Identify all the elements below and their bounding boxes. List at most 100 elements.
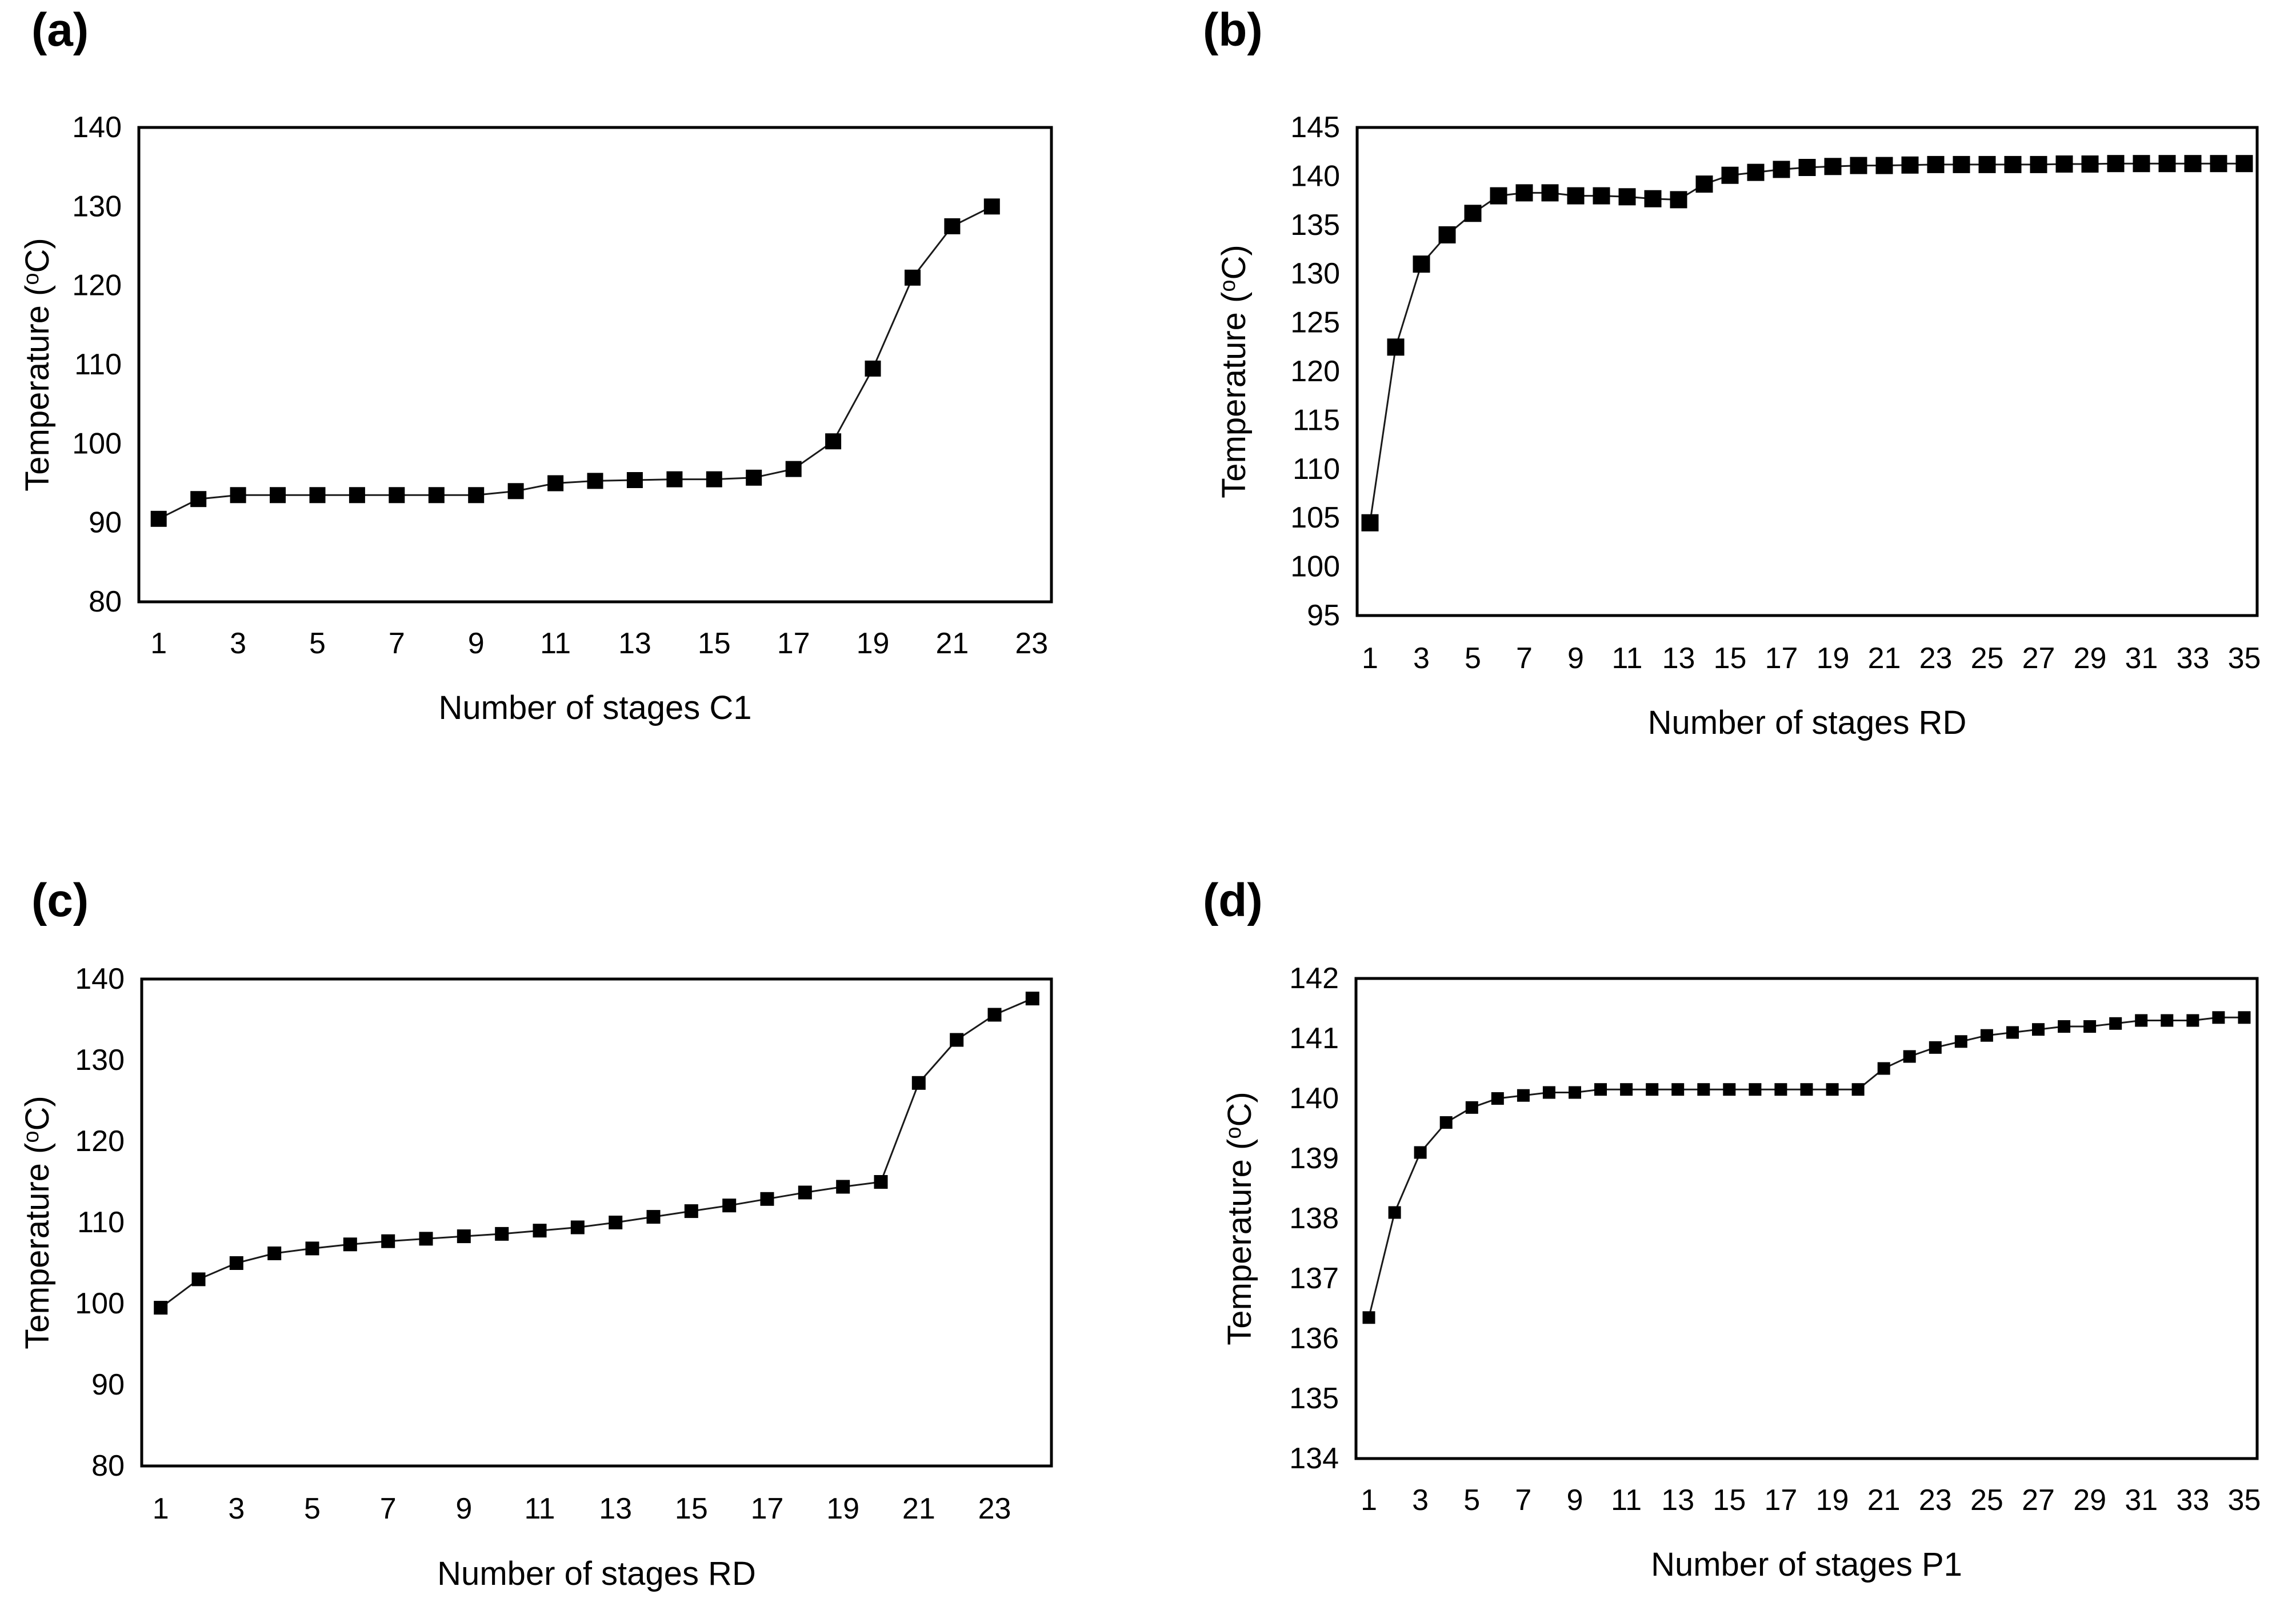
y-tick-label: 100 bbox=[75, 1287, 125, 1320]
data-point-marker bbox=[2133, 155, 2150, 173]
data-point-marker bbox=[1927, 155, 1945, 173]
y-tick-label: 135 bbox=[1290, 209, 1340, 242]
y-axis-title: Temperature (oC) bbox=[19, 1096, 56, 1349]
x-tick-label: 19 bbox=[1817, 642, 1850, 675]
x-tick-label: 9 bbox=[455, 1492, 472, 1525]
data-point-marker bbox=[457, 1229, 471, 1244]
data-point-marker bbox=[381, 1234, 395, 1248]
panel-label-d: (d) bbox=[1203, 874, 1263, 926]
data-point-marker bbox=[1697, 1083, 1710, 1096]
x-tick-label: 23 bbox=[1919, 1484, 1952, 1517]
data-point-marker bbox=[1361, 514, 1379, 532]
y-tick-label: 80 bbox=[89, 585, 122, 618]
x-tick-label: 3 bbox=[230, 627, 246, 660]
data-point-marker bbox=[1593, 187, 1610, 205]
data-point-marker bbox=[1747, 163, 1765, 181]
data-point-marker bbox=[154, 1301, 168, 1315]
y-tick-label: 135 bbox=[1289, 1382, 1339, 1415]
y-tick-label: 130 bbox=[75, 1044, 125, 1077]
x-tick-label: 1 bbox=[150, 627, 167, 660]
data-point-marker bbox=[270, 487, 286, 504]
panel-a: 80 90 100 110 120 130 140 1 3 5 7 9 11 13 15 17 19 21 23 Nu… bbox=[0, 0, 1148, 811]
data-point-marker bbox=[2212, 1011, 2225, 1024]
data-point-marker bbox=[587, 473, 603, 489]
data-point-marker bbox=[267, 1247, 282, 1260]
data-point-marker bbox=[1824, 158, 1842, 175]
data-point-marker bbox=[1903, 1050, 1916, 1063]
data-point-marker bbox=[1774, 1083, 1787, 1096]
data-point-marker bbox=[646, 1210, 661, 1224]
data-point-marker bbox=[1594, 1083, 1607, 1096]
x-tick-label: 7 bbox=[389, 627, 405, 660]
series-line bbox=[160, 997, 1033, 1309]
y-tick-label: 140 bbox=[75, 962, 125, 996]
x-tick-label: 19 bbox=[826, 1492, 859, 1525]
data-point-marker bbox=[1025, 992, 1039, 1006]
y-axis-title: Temperature (oC) bbox=[1221, 1092, 1258, 1345]
data-point-marker bbox=[1387, 338, 1405, 356]
data-point-marker bbox=[2184, 155, 2202, 173]
data-point-marker bbox=[507, 483, 524, 500]
data-point-marker bbox=[533, 1224, 547, 1238]
data-point-marker bbox=[1414, 1146, 1427, 1159]
data-point-marker bbox=[191, 1272, 206, 1287]
data-point-marker bbox=[2030, 155, 2047, 173]
data-point-marker bbox=[785, 461, 802, 477]
data-point-marker bbox=[722, 1198, 737, 1213]
x-tick-label: 3 bbox=[1413, 642, 1430, 675]
data-point-marker bbox=[1978, 155, 1996, 173]
data-point-marker bbox=[1980, 1029, 1993, 1042]
data-point-marker bbox=[1773, 161, 1790, 178]
x-tick-label: 3 bbox=[1412, 1484, 1429, 1517]
y-axis-title: Temperature (oC) bbox=[1215, 245, 1253, 498]
x-axis-title: Number of stages RD bbox=[1648, 704, 1967, 741]
data-point-marker bbox=[825, 433, 842, 450]
panel-b: 95 100 105 110 115 120 125 130 135 140 145 1 3 5 7 9 11 1… bbox=[1148, 0, 2296, 811]
x-axis-title: Number of stages RD bbox=[437, 1555, 756, 1592]
panel-label-a: (a) bbox=[31, 4, 89, 56]
data-point-marker bbox=[609, 1216, 623, 1229]
x-tick-label: 25 bbox=[1970, 1484, 2003, 1517]
data-point-marker bbox=[2210, 155, 2227, 173]
plot-frame bbox=[1354, 977, 2259, 1460]
y-tick-label: 136 bbox=[1289, 1322, 1339, 1355]
data-point-marker bbox=[1618, 188, 1636, 206]
y-axis-title: Temperature (oC) bbox=[19, 238, 56, 491]
x-tick-label: 31 bbox=[2125, 1484, 2158, 1517]
series-line bbox=[1369, 162, 2245, 523]
data-point-marker bbox=[1567, 187, 1585, 205]
x-tick-label: 11 bbox=[1612, 642, 1643, 675]
data-point-marker bbox=[1465, 1101, 1478, 1114]
data-point-marker bbox=[570, 1220, 585, 1235]
data-point-marker bbox=[987, 1008, 1002, 1022]
x-tick-label: 29 bbox=[2074, 642, 2107, 675]
data-point-marker bbox=[865, 360, 881, 377]
data-point-marker bbox=[2109, 1017, 2122, 1030]
data-point-marker bbox=[428, 487, 445, 504]
y-tick-label: 138 bbox=[1289, 1202, 1339, 1235]
data-point-marker bbox=[684, 1204, 698, 1219]
x-tick-label: 17 bbox=[751, 1492, 784, 1525]
data-point-marker bbox=[1798, 159, 1816, 176]
x-tick-label: 17 bbox=[1765, 642, 1798, 675]
y-tick-label: 140 bbox=[72, 111, 122, 144]
data-point-marker bbox=[1490, 187, 1507, 205]
data-point-marker bbox=[626, 472, 643, 488]
y-tick-label: 100 bbox=[1290, 550, 1340, 584]
plot-frame bbox=[1355, 126, 2259, 617]
data-point-marker bbox=[746, 469, 762, 486]
plot-frame bbox=[140, 977, 1053, 1468]
y-tick-label: 142 bbox=[1289, 962, 1339, 995]
y-tick-label: 90 bbox=[89, 506, 122, 540]
y-tick-label: 125 bbox=[1290, 306, 1340, 339]
x-tick-label: 27 bbox=[2022, 642, 2055, 675]
data-point-marker bbox=[1850, 157, 1867, 174]
x-tick-label: 13 bbox=[1662, 642, 1695, 675]
data-point-marker bbox=[1723, 1083, 1736, 1096]
y-tick-label: 120 bbox=[1290, 355, 1340, 388]
x-tick-label: 1 bbox=[1361, 1484, 1377, 1517]
data-point-marker bbox=[1439, 1116, 1453, 1129]
y-tick-label: 141 bbox=[1289, 1022, 1339, 1055]
